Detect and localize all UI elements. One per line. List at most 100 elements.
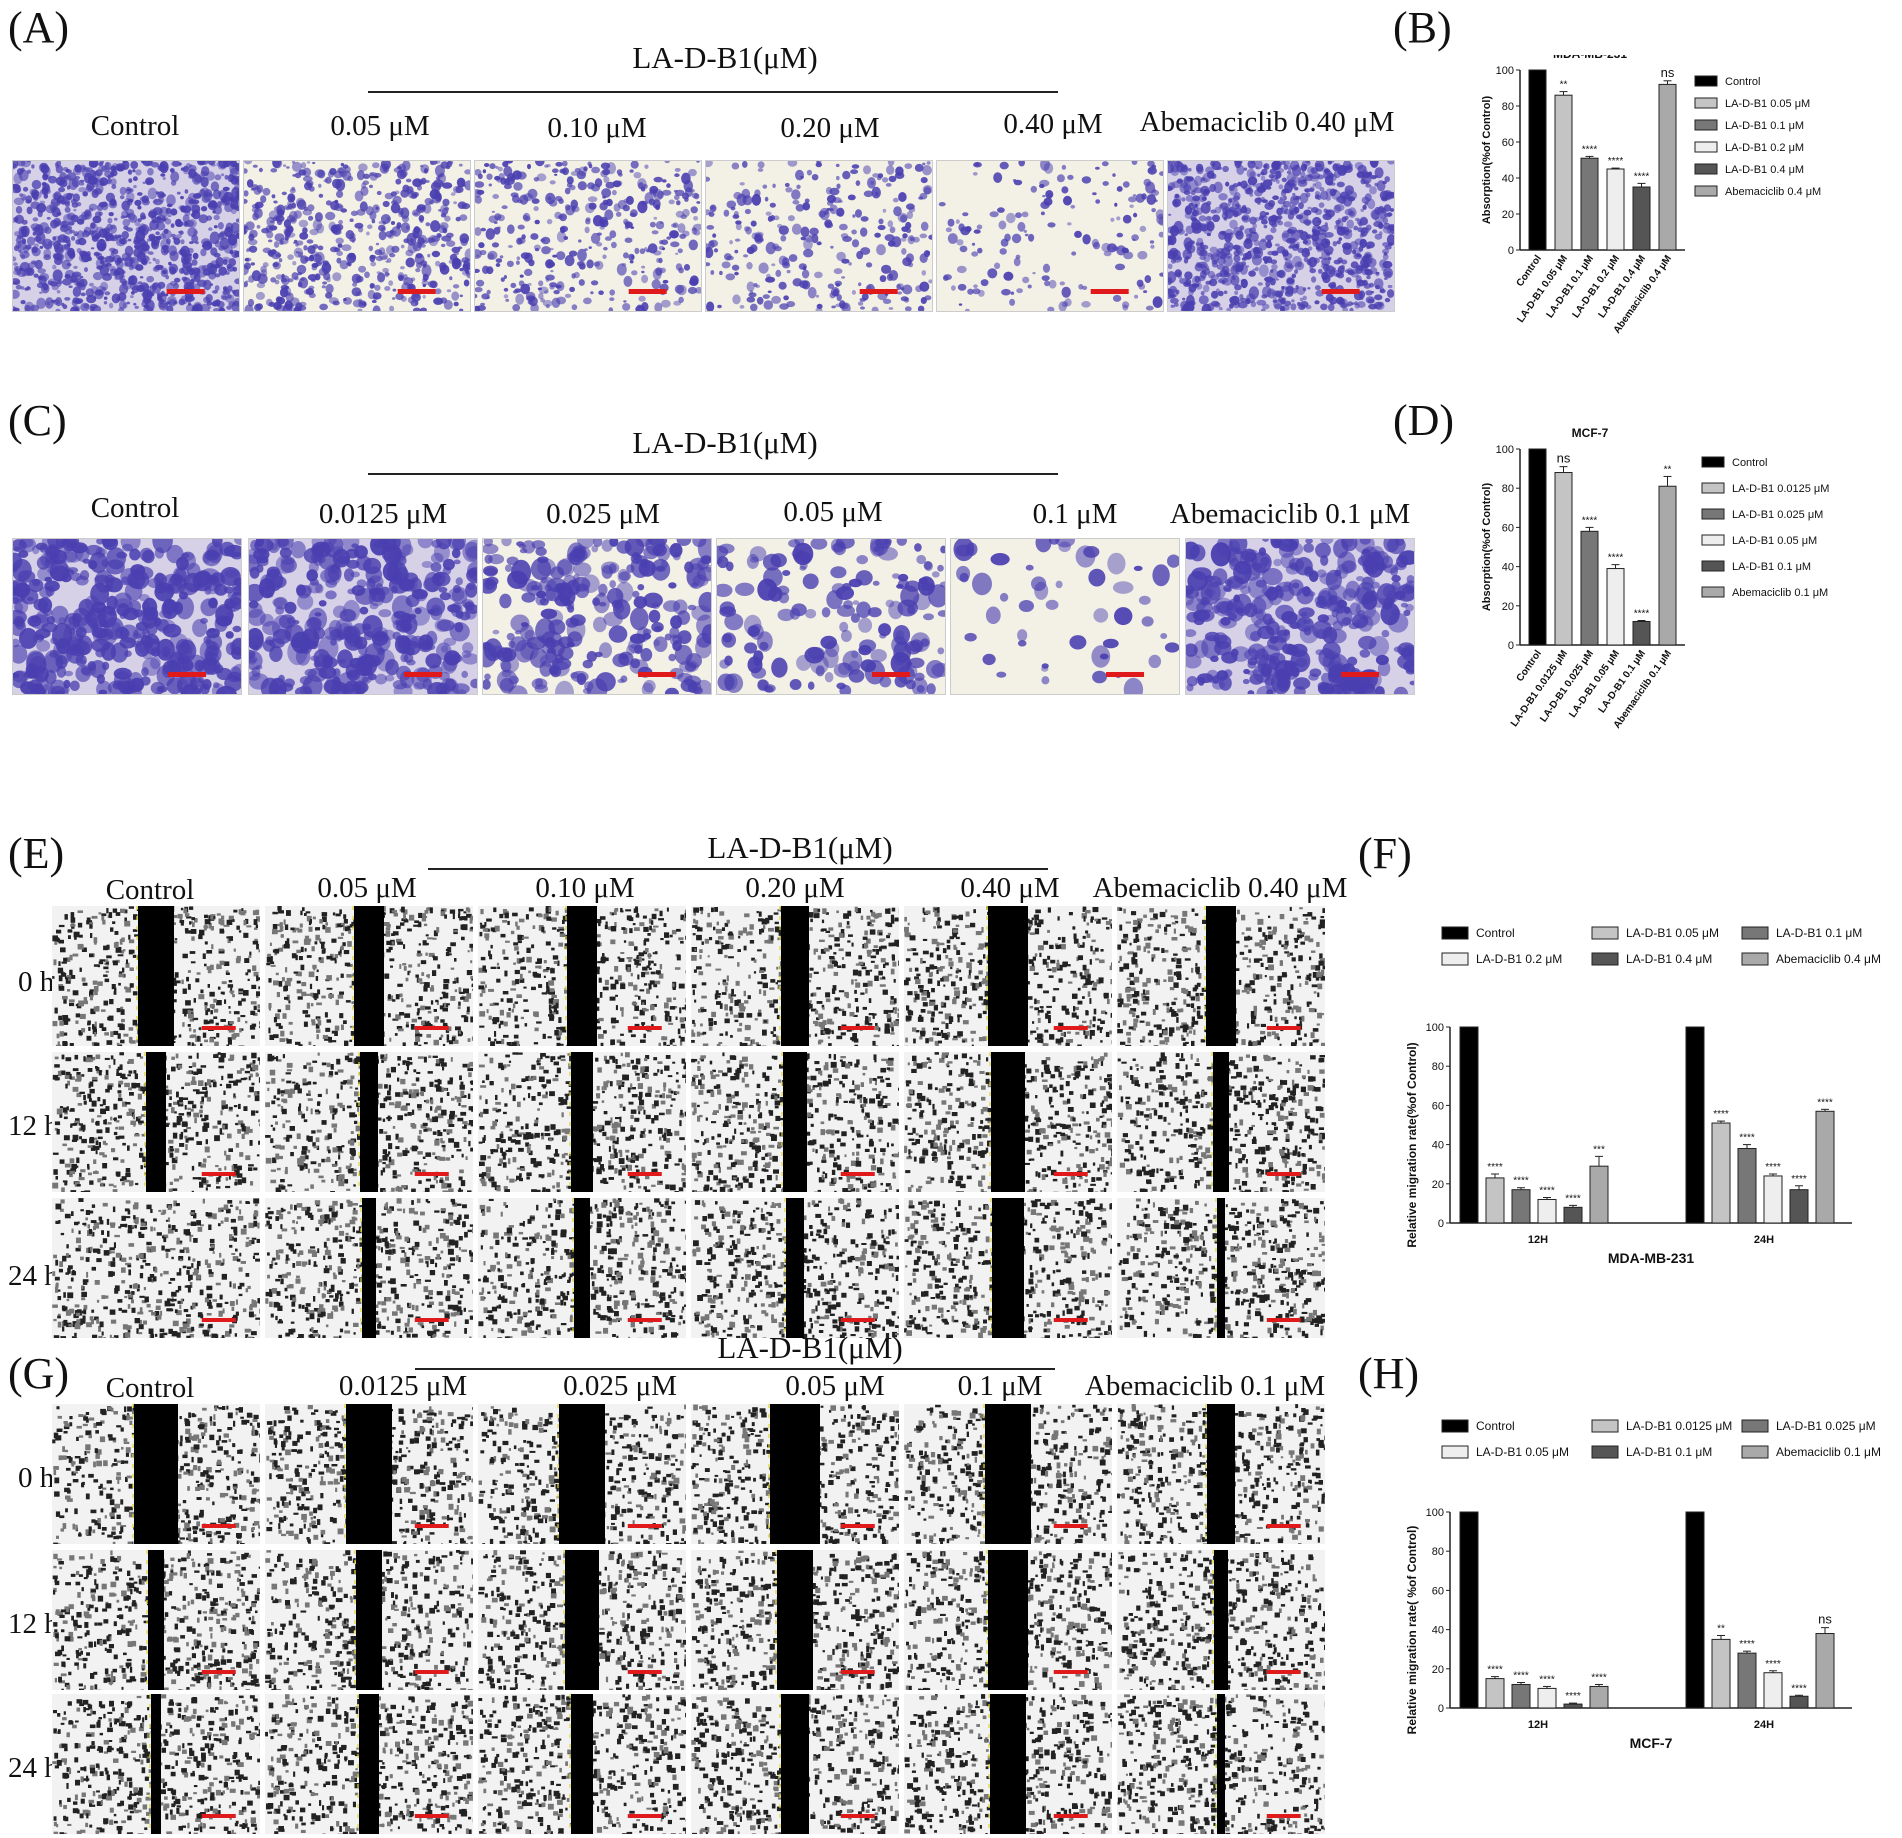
y-tick-label: 80 [1502, 101, 1514, 113]
panel-e-cond-4: 0.40 μM [915, 872, 1105, 905]
sig-annotation-1-3: **** [1765, 1162, 1781, 1173]
wound-gap [567, 906, 597, 1046]
legend-swatch-0 [1694, 75, 1718, 87]
scale-bar [1053, 1814, 1088, 1818]
scale-bar [1266, 1318, 1301, 1322]
wound-gap [783, 1052, 807, 1192]
legend-swatch-4 [1591, 1445, 1619, 1459]
wound-gap [781, 1694, 809, 1834]
sig-annotation-0-4: **** [1565, 1193, 1581, 1204]
sig-annotation-1-2: **** [1739, 1133, 1755, 1144]
bar-1 [1554, 472, 1573, 646]
y-tick-label: 20 [1432, 1179, 1444, 1191]
y-tick-label: 60 [1502, 522, 1514, 534]
legend-label-3: LA-D-B1 0.05 μM [1732, 535, 1817, 547]
wound-gap [151, 1694, 161, 1834]
panel-g-row-2: 24 h [8, 1752, 59, 1785]
chart-f: 0 20 40 60 80 100 Relative migration rate(%of … [1405, 926, 1881, 1265]
sig-annotation-5: ns [1661, 65, 1675, 80]
scale-bar [168, 672, 207, 677]
legend-swatch-1 [1591, 1419, 1619, 1433]
sig-annotation-1-3: **** [1765, 1659, 1781, 1670]
y-tick-label: 100 [1496, 444, 1514, 456]
bar-5 [1658, 83, 1677, 251]
panel-e-group-line [428, 868, 1048, 870]
scale-bar [201, 1670, 236, 1674]
wound-gap [991, 1052, 1025, 1192]
wound-image-gridG-r2-c1 [265, 1694, 473, 1834]
wound-gap [571, 1052, 593, 1192]
chart-title: MDA-MB-231 [1553, 55, 1627, 61]
panel-e-cond-1: 0.05 μM [272, 872, 462, 905]
legend-swatch-5 [1741, 952, 1769, 966]
wound-gap [786, 1198, 804, 1338]
cell-cluster [953, 539, 1179, 694]
bar-1-2 [1737, 1652, 1757, 1709]
legend-label-4: LA-D-B1 0.4 μM [1725, 164, 1804, 176]
scale-bar [1053, 1318, 1088, 1322]
bar-0-5 [1589, 1165, 1609, 1224]
panel-a-cond-1: 0.05 μM [285, 110, 475, 143]
panel-g-cond-4: 0.1 μM [905, 1370, 1095, 1403]
wound-gap [146, 1052, 166, 1192]
sig-annotation-1-4: **** [1791, 1174, 1807, 1185]
scale-bar [1053, 1524, 1088, 1528]
chart-h: 0 20 40 60 80 100 Relative migration rate( %of… [1405, 1419, 1881, 1750]
bar-1-0 [1685, 1511, 1705, 1709]
legend-swatch-2 [1741, 926, 1769, 940]
panel-label-f: (F) [1358, 828, 1412, 879]
wound-gap [770, 1404, 820, 1544]
scale-bar [414, 1318, 449, 1322]
bar-1-2 [1737, 1148, 1757, 1224]
bar-0-4 [1563, 1206, 1583, 1224]
legend-swatch-0 [1441, 926, 1469, 940]
bar-2 [1580, 157, 1599, 251]
y-tick-label: 40 [1432, 1140, 1444, 1152]
wound-gap [1213, 1052, 1229, 1192]
panel-g-cond-0: Control [55, 1372, 245, 1405]
y-tick-label: 100 [1426, 1022, 1444, 1034]
wound-gap [574, 1198, 590, 1338]
wound-image-gridE-r1-c2 [478, 1052, 686, 1192]
wound-image-gridG-r0-c4 [904, 1404, 1112, 1544]
sig-annotation-0-5: *** [1593, 1144, 1605, 1155]
scale-bar [627, 1524, 662, 1528]
scale-bar [627, 1670, 662, 1674]
wound-image-gridE-r0-c4 [904, 906, 1112, 1046]
chart-title: MCF-7 [1572, 426, 1609, 440]
wound-gap [571, 1694, 593, 1834]
legend-swatch-5 [1701, 586, 1725, 598]
legend-swatch-0 [1701, 456, 1725, 468]
legend-label-5: Abemaciclib 0.1 μM [1776, 1445, 1881, 1459]
bar-0-1 [1485, 1177, 1505, 1224]
wound-gap [148, 1550, 164, 1690]
panel-g-group-line [415, 1368, 1055, 1370]
scale-bar [201, 1814, 236, 1818]
panel-e-row-2: 24 h [8, 1260, 59, 1293]
wound-gap [362, 1198, 376, 1338]
scale-bar [1341, 672, 1380, 677]
y-axis-label: Relative migration rate( %of Control) [1405, 1526, 1419, 1735]
legend-swatch-0 [1441, 1419, 1469, 1433]
cell-texture [904, 1198, 1112, 1338]
wound-image-gridG-r1-c3 [691, 1550, 899, 1690]
scale-bar [201, 1318, 236, 1322]
bar-0 [1528, 448, 1547, 646]
legend-label-3: LA-D-B1 0.05 μM [1476, 1445, 1569, 1459]
scale-bar [872, 672, 911, 677]
legend-label-0: Control [1725, 76, 1760, 88]
scale-bar [1321, 289, 1360, 294]
wound-image-gridG-r2-c2 [478, 1694, 686, 1834]
panel-c-cond-5: Abemaciclib 0.1 μM [1160, 498, 1420, 531]
legend-label-1: LA-D-B1 0.0125 μM [1732, 483, 1829, 495]
panel-a-group-label: LA-D-B1(μM) [555, 40, 895, 76]
cell-texture [1117, 1404, 1325, 1544]
scale-bar [201, 1026, 236, 1030]
y-tick-label: 60 [1432, 1585, 1444, 1597]
x-tick-label-2: LA-D-B1 0.1 μM [1545, 253, 1596, 320]
micrograph-rowC-1 [248, 538, 478, 695]
y-tick-label: 40 [1432, 1625, 1444, 1637]
legend-label-3: LA-D-B1 0.2 μM [1476, 952, 1562, 966]
legend-label-5: Abemaciclib 0.1 μM [1732, 587, 1828, 599]
scale-bar [414, 1172, 449, 1176]
